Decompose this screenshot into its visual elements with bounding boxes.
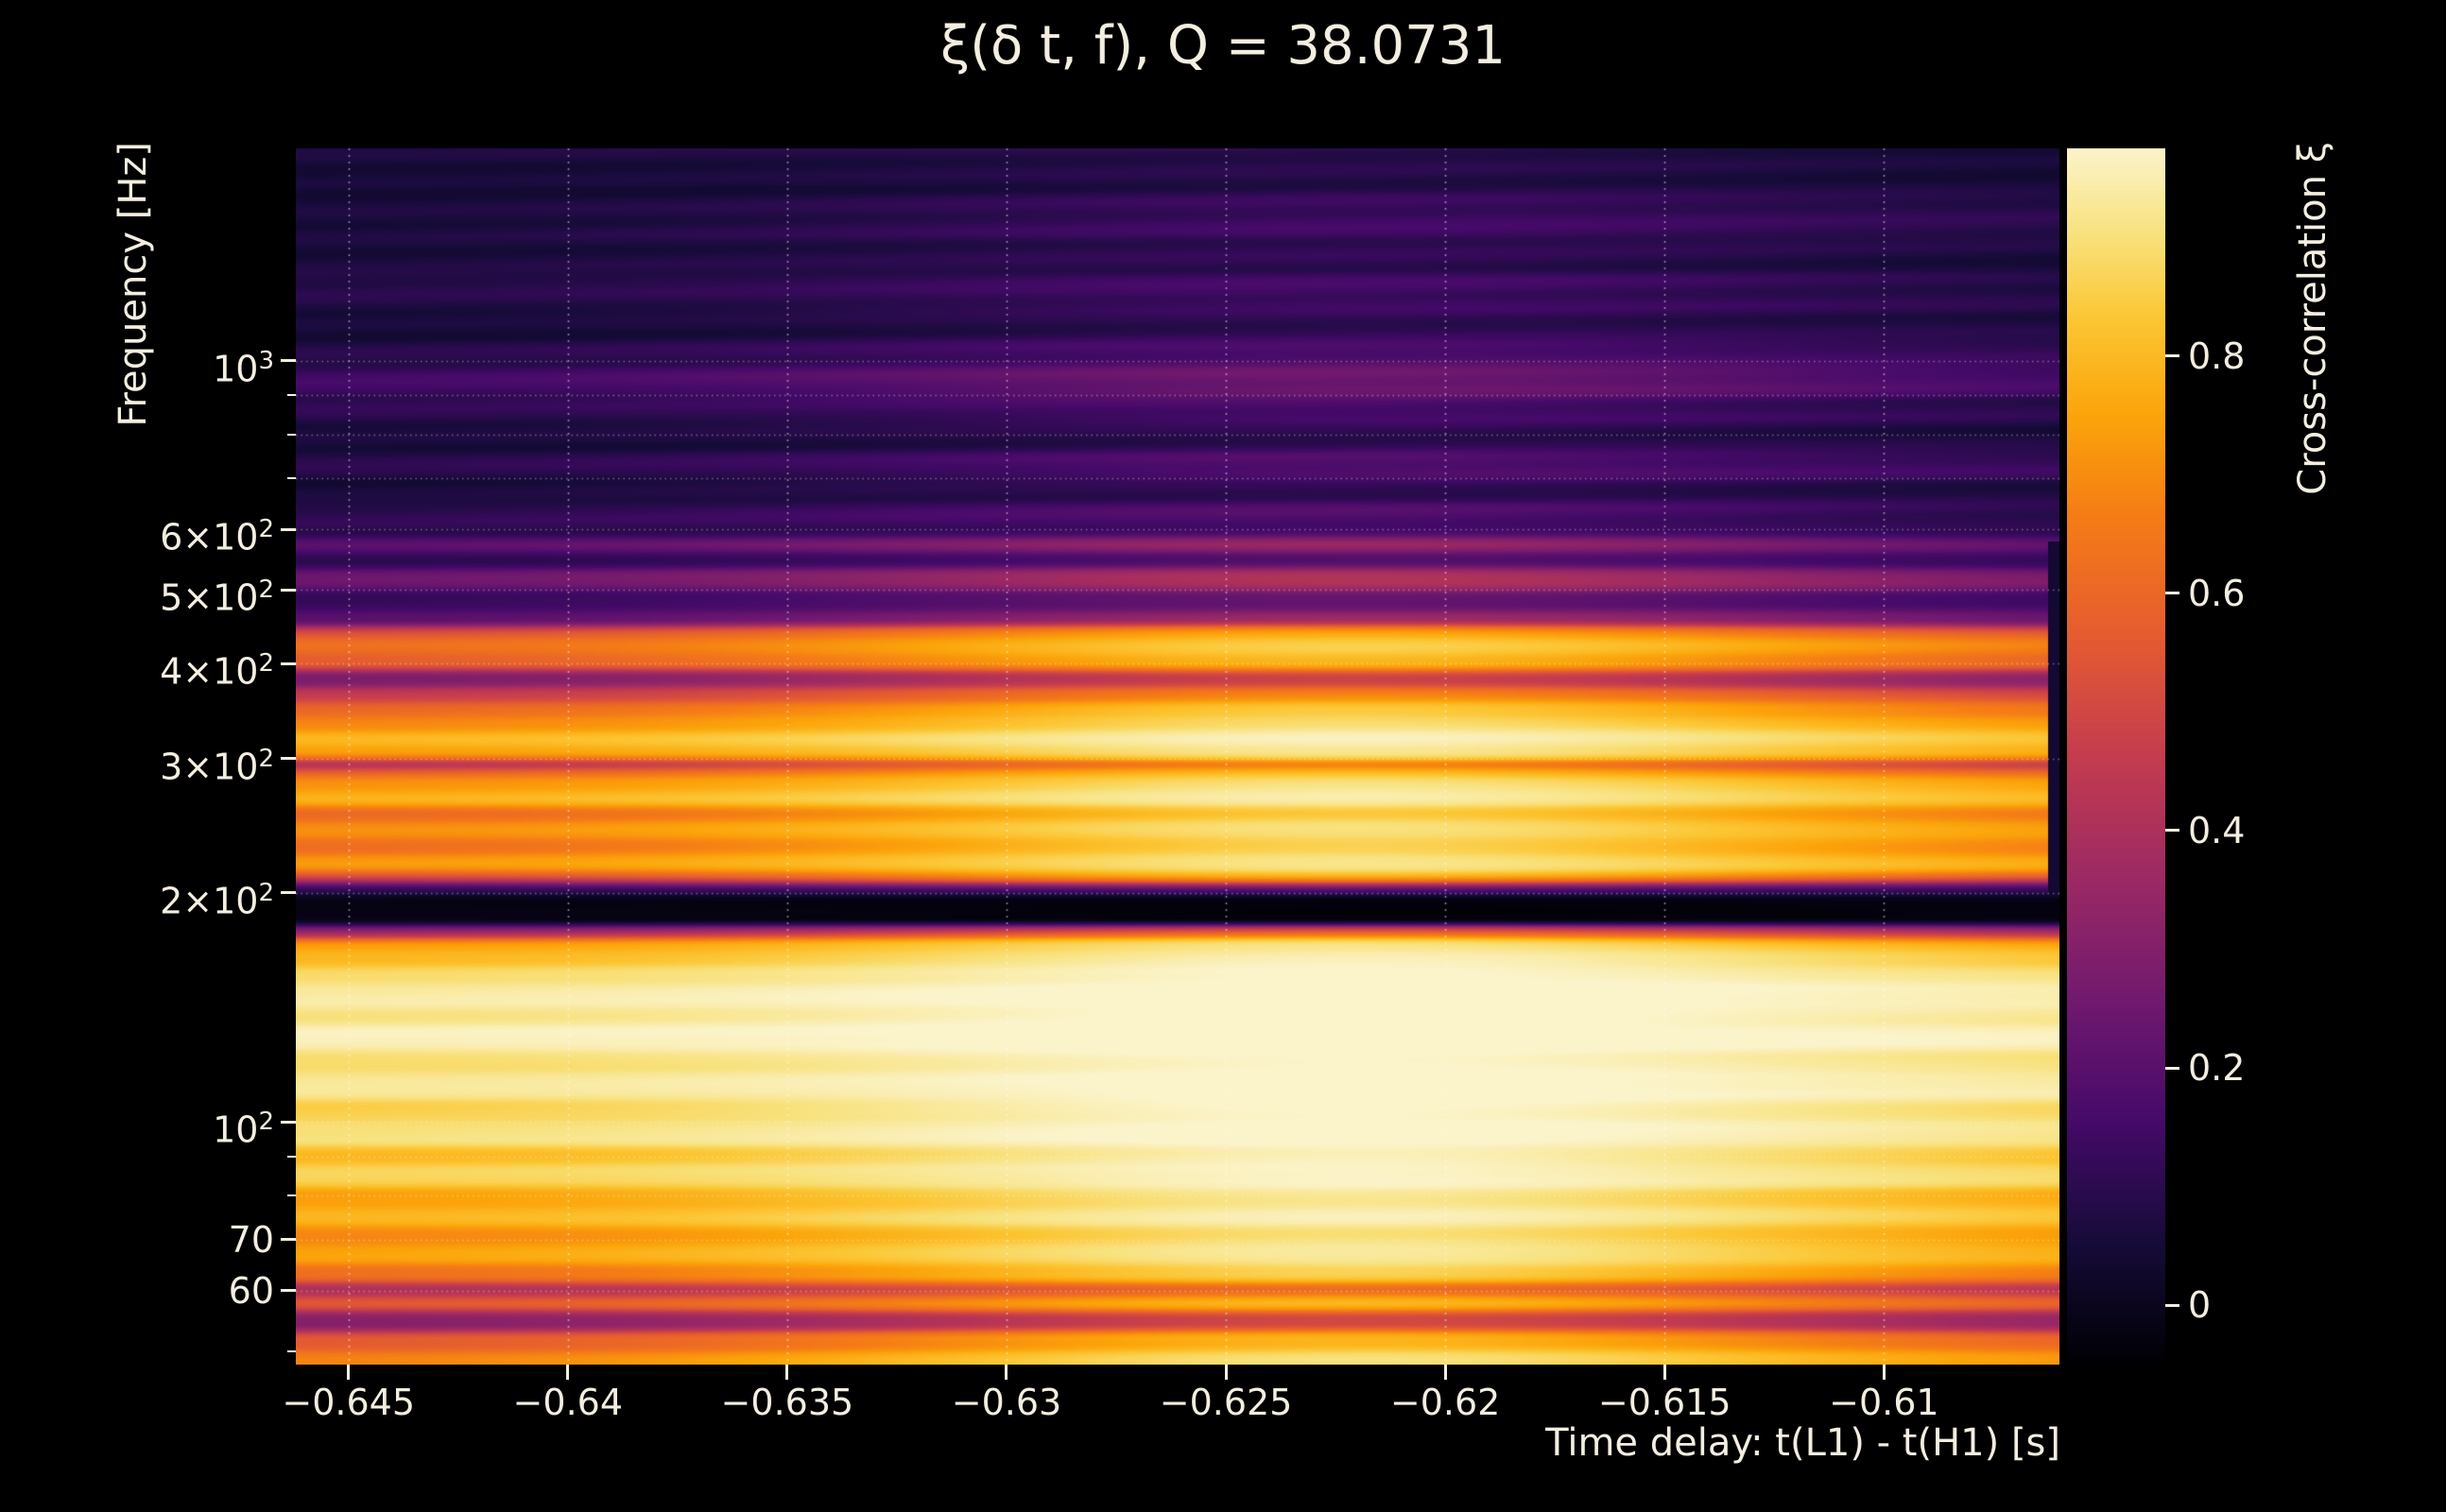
colorbar-tick-label: 0.2 [2188,1047,2246,1090]
x-tick-mark [347,1365,351,1380]
y-tick-mark [281,1120,296,1124]
y-tick-label: 6×102 [160,515,274,558]
y-tick-mark [281,891,296,895]
colorbar-tick-mark [2165,829,2179,833]
y-minor-tick-mark [287,1194,296,1197]
y-tick-label: 60 [228,1269,274,1312]
x-tick-label: −0.61 [1829,1382,1939,1423]
x-tick-mark [1443,1365,1447,1380]
chart-title: ξ(δ t, f), Q = 38.0731 [939,15,1507,77]
colorbar-tick-mark [2165,1303,2179,1307]
y-minor-tick-mark [287,394,296,397]
x-axis-label: Time delay: t(L1) - t(H1) [s] [1545,1421,2060,1465]
y-tick-label: 3×102 [160,744,274,788]
x-tick-mark [785,1365,789,1380]
y-tick-label: 103 [213,346,274,390]
colorbar [2067,148,2165,1365]
y-minor-tick-mark [287,1156,296,1159]
y-tick-mark [281,1238,296,1242]
x-tick-label: −0.635 [720,1382,854,1423]
y-tick-mark [281,527,296,531]
y-tick-mark [281,588,296,592]
y-minor-tick-mark [287,1349,296,1352]
x-tick-mark [566,1365,570,1380]
y-tick-label: 5×102 [160,576,274,619]
y-tick-mark [281,662,296,665]
x-tick-mark [1005,1365,1008,1380]
y-minor-tick-mark [287,433,296,436]
y-tick-mark [281,757,296,761]
colorbar-tick-label: 0 [2188,1284,2212,1327]
x-tick-label: −0.63 [951,1382,1062,1423]
x-tick-label: −0.615 [1597,1382,1731,1423]
colorbar-tick-label: 0.8 [2188,335,2246,377]
x-tick-label: −0.62 [1389,1382,1501,1423]
y-tick-label: 4×102 [160,649,274,693]
y-tick-mark [281,359,296,363]
y-axis-label: Frequency [Hz] [112,142,155,427]
y-minor-tick-mark [287,477,296,480]
colorbar-tick-mark [2165,1066,2179,1070]
colorbar-label: Cross-correlation ξ [2291,142,2334,495]
y-tick-label: 70 [228,1218,274,1261]
x-tick-label: −0.64 [512,1382,624,1423]
y-tick-label: 102 [213,1108,274,1151]
colorbar-tick-label: 0.6 [2188,572,2246,614]
x-tick-label: −0.625 [1159,1382,1293,1423]
x-tick-mark [1882,1365,1886,1380]
colorbar-tick-mark [2165,354,2179,358]
x-tick-label: −0.645 [282,1382,416,1423]
plot-area [296,148,2059,1365]
y-tick-label: 2×102 [160,878,274,922]
colorbar-tick-mark [2165,592,2179,595]
x-tick-mark [1224,1365,1228,1380]
heatmap-canvas [296,148,2059,1365]
y-tick-mark [281,1289,296,1293]
colorbar-tick-label: 0.4 [2188,809,2246,851]
x-tick-mark [1662,1365,1666,1380]
